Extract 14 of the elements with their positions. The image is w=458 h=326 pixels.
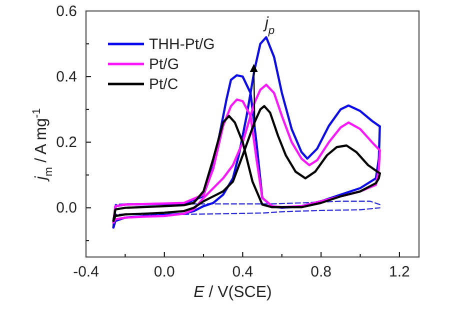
x-axis-title: E / V(SCE) — [194, 284, 272, 301]
y-tick-label: 0.0 — [56, 200, 77, 217]
annotation: j$_{p}$ — [262, 15, 275, 37]
x-tick-label: 0.4 — [232, 264, 254, 281]
y-tick-label: 0.6 — [56, 2, 77, 20]
x-tick-label: 0.8 — [310, 264, 332, 281]
legend-label: Pt/C — [149, 76, 178, 93]
legend-label: Pt/G — [149, 56, 180, 73]
y-tick-label: 0.2 — [56, 134, 77, 151]
y-tick-label: 0.4 — [56, 68, 77, 86]
legend-label: THH-Pt/G — [149, 36, 215, 53]
x-tick-label: -0.4 — [73, 264, 99, 281]
x-tick-label: 0.0 — [154, 264, 175, 281]
x-tick-label: 1.2 — [388, 264, 410, 281]
